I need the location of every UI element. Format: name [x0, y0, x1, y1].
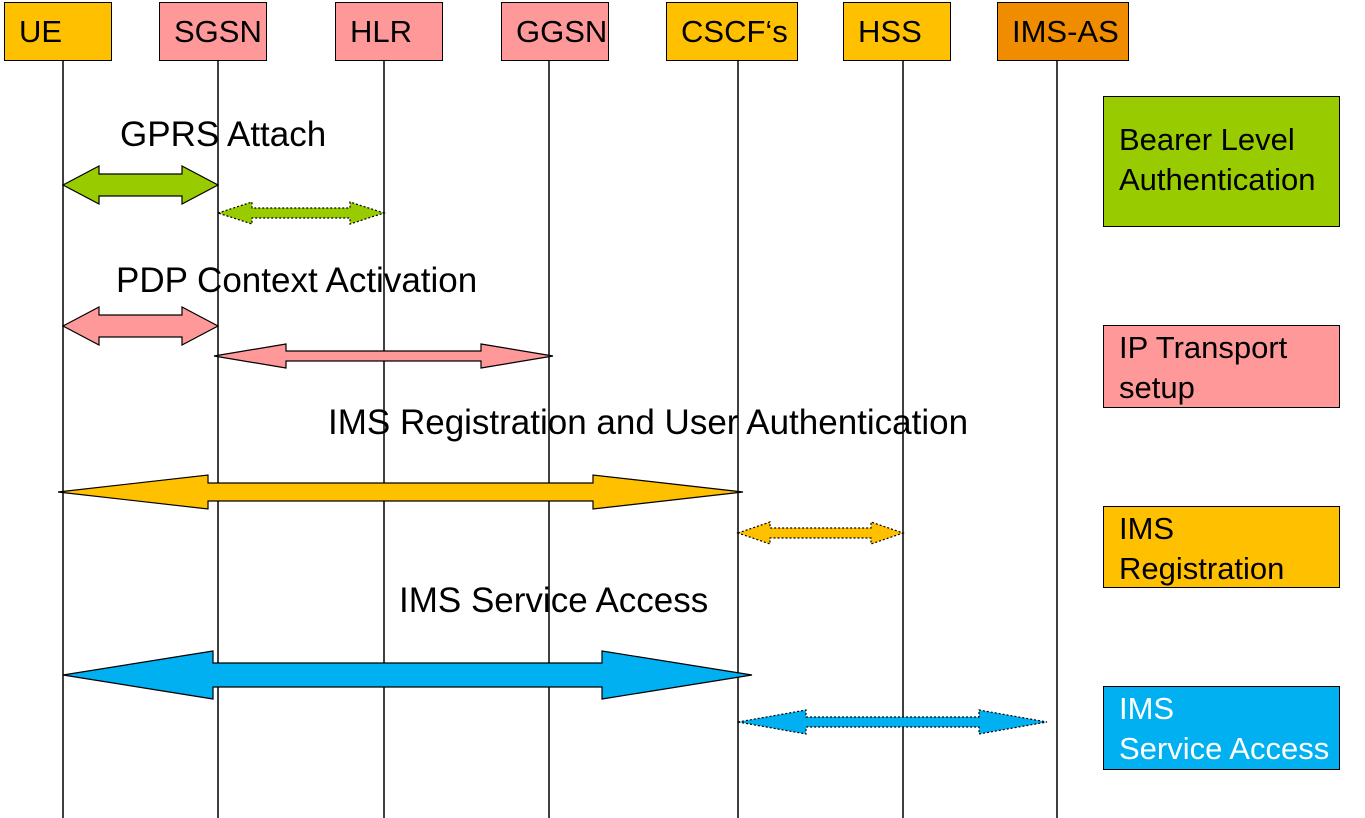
legend-ip-transport: IP Transport setup — [1103, 325, 1340, 408]
arrow-ue-cscf — [62, 650, 753, 700]
lifelines — [62, 61, 1058, 818]
legend-line-1: Bearer Level — [1119, 122, 1295, 157]
legend-line-2: Authentication — [1119, 162, 1316, 197]
legend-line-2: Service Access — [1119, 731, 1330, 766]
entity-cscf: CSCF‘s — [666, 2, 798, 61]
legend-line-2: setup — [1119, 370, 1195, 405]
legend-bearer-authentication: Bearer Level Authentication — [1103, 96, 1340, 227]
phase-title-pdp-context: PDP Context Activation — [116, 261, 478, 300]
legend-line-2: Registration — [1119, 551, 1285, 586]
arrow-cscf-hss — [736, 521, 905, 545]
entity-hlr: HLR — [335, 2, 443, 61]
legend-line-1: IP Transport — [1119, 330, 1288, 365]
arrow-sgsn-ggsn — [213, 343, 554, 369]
arrow-cscf-ims-as — [737, 709, 1048, 735]
phase-title-ims-registration: IMS Registration and User Authentication — [328, 403, 969, 442]
legend-ims-registration: IMS Registration — [1103, 506, 1340, 588]
phase-title-gprs-attach: GPRS Attach — [120, 115, 327, 154]
entity-ue: UE — [4, 2, 112, 61]
entity-sgsn: SGSN — [159, 2, 267, 61]
legend-line-1: IMS — [1119, 511, 1175, 546]
entity-ggsn: GGSN — [501, 2, 609, 61]
entity-ims-as: IMS-AS — [997, 2, 1129, 61]
phase-title-ims-service-access: IMS Service Access — [399, 581, 709, 620]
message-arrows — [57, 165, 1048, 735]
arrow-ue-sgsn — [61, 165, 220, 205]
legend-ims-service-access: IMS Service Access — [1103, 686, 1340, 770]
arrow-ue-sgsn — [61, 306, 220, 346]
legend-line-1: IMS — [1119, 691, 1175, 726]
arrow-sgsn-hlr — [216, 201, 386, 225]
entity-hss: HSS — [843, 2, 951, 61]
arrow-ue-cscf — [57, 474, 744, 510]
